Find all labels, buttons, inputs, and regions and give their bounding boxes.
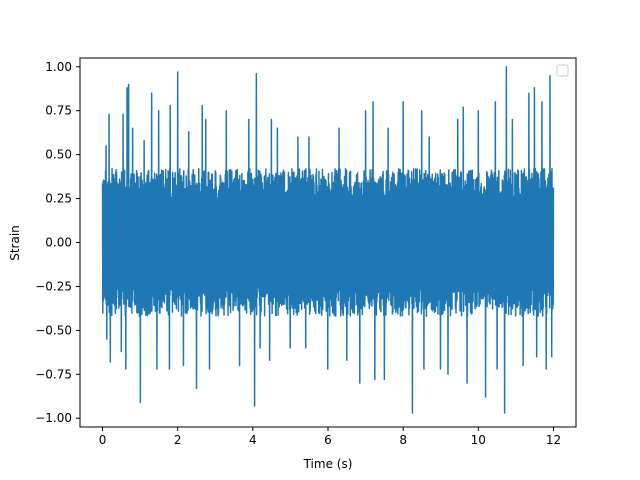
y-tick-label: −0.25 <box>35 279 72 293</box>
series-layer <box>101 66 555 414</box>
x-tick-label: 0 <box>99 433 107 447</box>
x-axis-label: Time (s) <box>303 457 353 471</box>
y-tick-label: 0.50 <box>45 148 72 162</box>
y-axis-label: Strain <box>8 225 22 261</box>
y-tick-label: −1.00 <box>35 411 72 425</box>
x-tick-label: 2 <box>174 433 182 447</box>
y-tick-label: 0.25 <box>45 192 72 206</box>
y-tick-label: 0.75 <box>45 104 72 118</box>
legend-box <box>556 64 569 77</box>
y-tick-label: 0.00 <box>45 236 72 250</box>
y-tick-label: −0.75 <box>35 367 72 381</box>
x-tick-label: 12 <box>546 433 561 447</box>
x-tick-label: 6 <box>324 433 332 447</box>
axes-layer: 0 2 4 6 8 10 12 −1.00 −0.75 −0.50 −0.25 0.00 0.25 0.5… <box>35 57 577 447</box>
x-tick-label: 8 <box>399 433 407 447</box>
y-tick-label: −0.50 <box>35 323 72 337</box>
x-tick-label: 10 <box>471 433 486 447</box>
y-tick-label: 1.00 <box>45 60 72 74</box>
x-tick-label: 4 <box>249 433 257 447</box>
series-line-0 <box>101 66 555 414</box>
